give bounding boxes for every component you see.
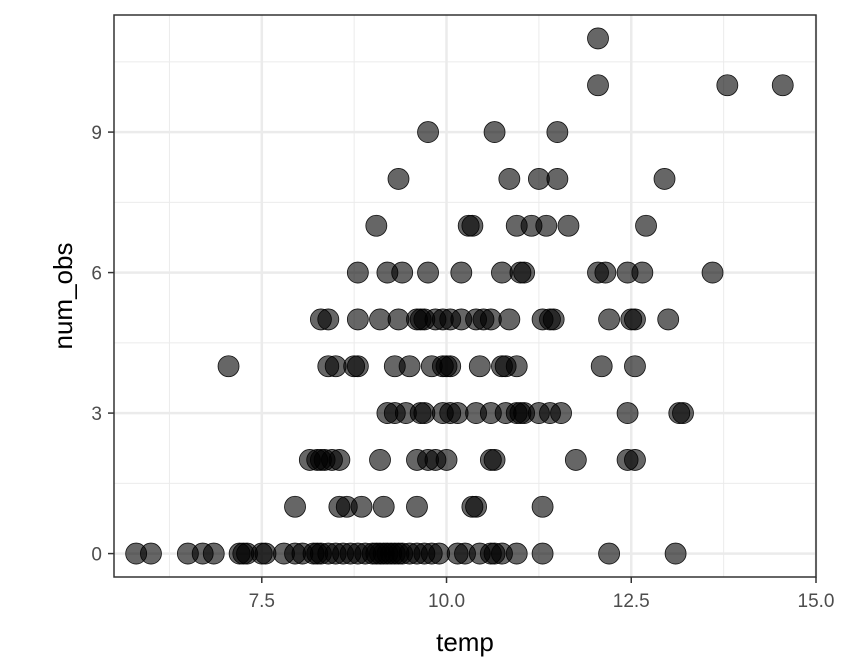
data-point (406, 495, 428, 518)
data-point (468, 355, 491, 378)
data-point (531, 495, 554, 518)
data-point (542, 308, 565, 331)
data-point (435, 449, 458, 471)
data-point (346, 261, 369, 284)
data-point (413, 402, 436, 424)
data-point (217, 355, 240, 378)
data-point (398, 355, 421, 378)
data-point (417, 261, 439, 284)
y-tick-label: 3 (91, 404, 102, 425)
data-point (635, 214, 657, 237)
y-axis: 0 3 6 9 (91, 123, 114, 566)
panel-background (114, 15, 816, 577)
panel-border (113, 14, 817, 578)
minor-gridlines (114, 15, 816, 577)
data-point (417, 121, 439, 143)
data-point (557, 214, 580, 237)
x-axis: 7.5 10.0 12.5 15.0 (249, 577, 835, 612)
data-point (461, 214, 484, 237)
data-point (598, 542, 620, 565)
data-point (346, 308, 369, 331)
data-point (564, 449, 587, 471)
data-point (546, 168, 569, 190)
data-point (624, 449, 646, 471)
data-point (624, 355, 646, 378)
y-tick-label: 6 (91, 264, 102, 285)
data-point (598, 308, 620, 331)
data-point (465, 495, 487, 518)
data-point (140, 542, 162, 565)
data-point (202, 542, 225, 565)
data-points (125, 27, 794, 565)
data-point (284, 495, 306, 518)
data-point (254, 542, 277, 565)
data-point (369, 308, 391, 331)
data-point (483, 449, 506, 471)
data-point (771, 74, 794, 97)
y-axis-title: num_obs (48, 243, 78, 350)
data-point (450, 261, 473, 284)
data-point (317, 308, 340, 331)
x-tick-label: 15.0 (798, 591, 835, 612)
x-tick-label: 12.5 (613, 591, 650, 612)
data-point (664, 542, 687, 565)
data-point (387, 308, 410, 331)
plot-panel (113, 14, 818, 578)
data-point (631, 261, 654, 284)
data-point (491, 261, 513, 284)
data-point (428, 542, 451, 565)
data-point (498, 308, 521, 331)
data-point (346, 355, 369, 378)
data-point (365, 214, 388, 237)
y-tick-label: 0 (91, 545, 102, 566)
data-point (328, 449, 351, 471)
data-point (550, 402, 572, 424)
data-point (590, 355, 613, 378)
y-tick-label: 9 (91, 123, 102, 144)
data-point (527, 168, 550, 190)
data-point (372, 495, 395, 518)
data-point (513, 261, 536, 284)
data-point (701, 261, 724, 284)
data-point (535, 214, 558, 237)
data-point (505, 542, 528, 565)
data-point (616, 402, 639, 424)
data-point (653, 168, 676, 190)
data-point (483, 121, 506, 143)
x-tick-label: 7.5 (249, 591, 275, 612)
data-point (716, 74, 739, 97)
data-point (391, 261, 414, 284)
data-point (546, 121, 569, 143)
data-point (369, 449, 391, 471)
data-point (498, 168, 521, 190)
data-point (324, 355, 347, 378)
data-point (657, 308, 680, 331)
data-point (587, 27, 609, 50)
data-point (350, 495, 373, 518)
data-point (594, 261, 617, 284)
data-point (446, 402, 469, 424)
data-point (505, 355, 528, 378)
data-point (587, 74, 609, 97)
data-point (531, 542, 554, 565)
x-tick-label: 10.0 (428, 591, 465, 612)
data-point (479, 308, 502, 331)
x-axis-title: temp (436, 627, 494, 657)
data-point (439, 355, 462, 378)
data-point (387, 168, 410, 190)
data-point (624, 308, 646, 331)
data-point (672, 402, 694, 424)
